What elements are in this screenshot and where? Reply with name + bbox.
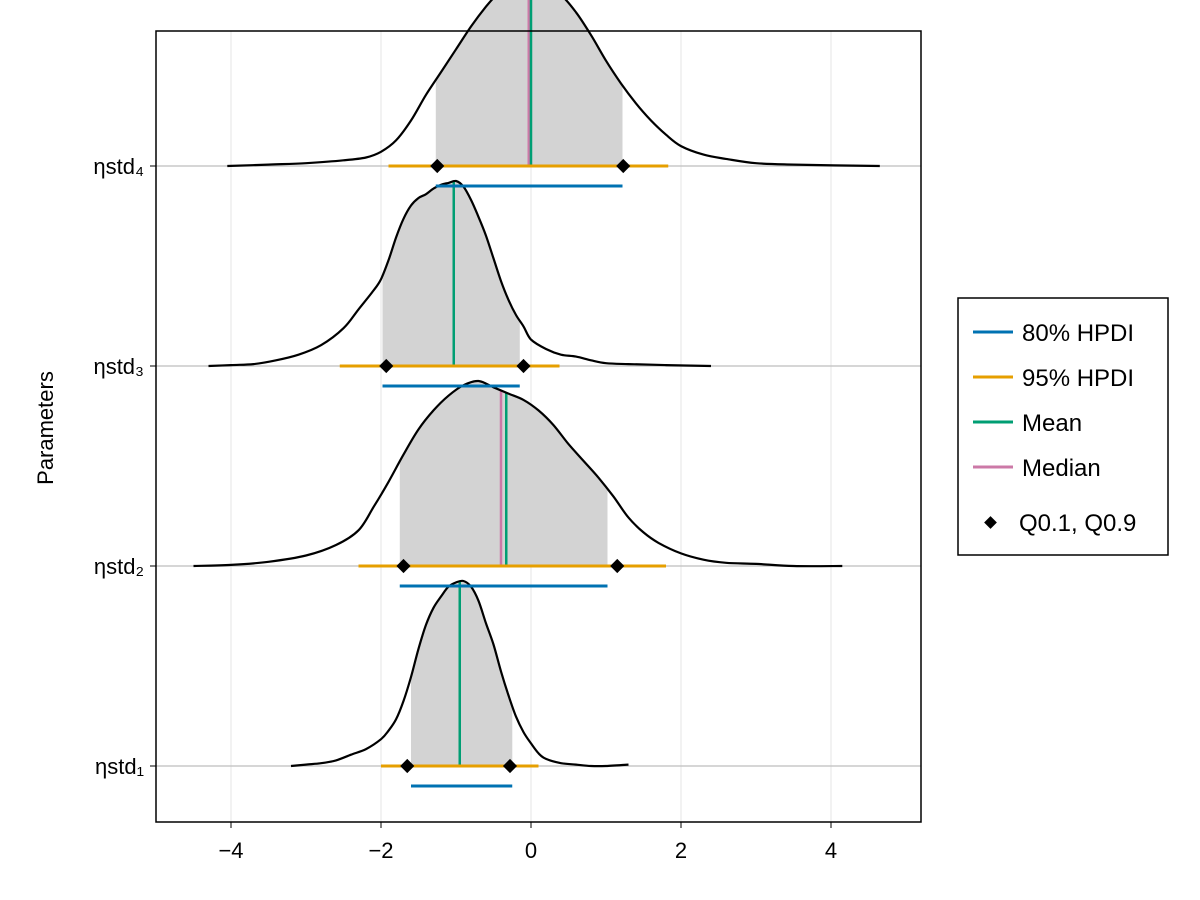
- quantile-q10-marker: [379, 358, 394, 374]
- legend: 80% HPDI 95% HPDI Mean Median Q0.1, Q0.9: [957, 297, 1169, 556]
- x-tick-label: −4: [218, 838, 243, 863]
- x-axis-ticks: −4 −2 0 2 4: [218, 822, 837, 863]
- ridge-1: [290, 579, 629, 788]
- plot-frame: [155, 30, 922, 823]
- legend-label-hpdi80: 80% HPDI: [1022, 320, 1134, 347]
- y-tick-label: ηstd₄: [93, 154, 144, 179]
- x-tick-label: 4: [825, 838, 837, 863]
- y-tick-label: ηstd₁: [95, 754, 144, 779]
- ridge-3: [208, 179, 712, 388]
- hpdi80-shaded-area: [411, 581, 513, 766]
- y-tick-label: ηstd₂: [94, 554, 144, 579]
- y-axis-ticks: ηstd₁ ηstd₂ ηstd₃ ηstd₄: [93, 154, 156, 779]
- density-curve: [227, 0, 880, 168]
- legend-label-hpdi95: 95% HPDI: [1022, 365, 1134, 392]
- quantile-q90-marker: [616, 158, 631, 174]
- quantile-q10-marker: [430, 158, 445, 174]
- hpdi80-shaded-area: [399, 381, 608, 566]
- x-tick-label: 2: [675, 838, 687, 863]
- x-tick-label: −2: [368, 838, 393, 863]
- legend-label-quantile: Q0.1, Q0.9: [1019, 510, 1136, 537]
- legend-box: [957, 297, 1169, 556]
- ridge-layer: [193, 0, 880, 788]
- x-tick-label: 0: [525, 838, 537, 863]
- ridge-4: [227, 0, 880, 188]
- ridge-2: [193, 379, 843, 588]
- density-curve: [193, 379, 843, 568]
- quantile-q90-marker: [516, 358, 531, 374]
- y-tick-label: ηstd₃: [93, 354, 144, 379]
- quantile-q90-marker: [502, 758, 518, 774]
- quantile-q10-marker: [396, 558, 411, 574]
- legend-label-median: Median: [1022, 455, 1101, 482]
- y-axis-title: Parameters: [33, 371, 58, 485]
- density-curve: [208, 179, 712, 368]
- legend-label-mean: Mean: [1022, 410, 1082, 437]
- quantile-q10-marker: [400, 758, 415, 774]
- density-curve: [290, 579, 629, 768]
- quantile-q90-marker: [610, 558, 625, 574]
- hpdi80-shaded-area: [382, 181, 520, 366]
